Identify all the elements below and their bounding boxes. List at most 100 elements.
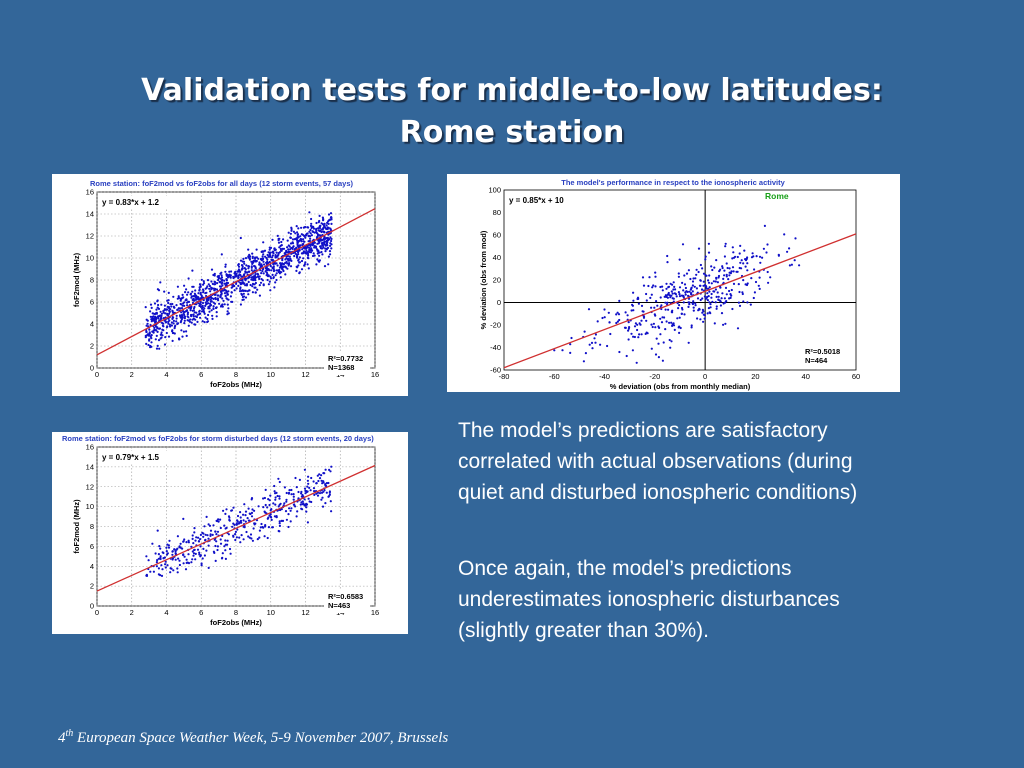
plot-area [503, 189, 857, 371]
data-point [298, 478, 301, 481]
data-point [728, 289, 731, 293]
data-point [275, 515, 278, 519]
data-point [305, 510, 308, 513]
data-point [682, 289, 685, 292]
data-point [274, 498, 277, 501]
data-point [309, 232, 312, 235]
data-point [329, 236, 332, 239]
data-point [659, 317, 662, 320]
data-point [329, 253, 332, 256]
x-tick-label: 12 [301, 370, 309, 379]
data-point [192, 309, 195, 312]
data-point [666, 293, 669, 296]
data-point [163, 343, 167, 346]
data-point [157, 553, 160, 556]
data-point [210, 268, 214, 271]
data-point [280, 244, 283, 247]
data-point [615, 313, 618, 316]
data-point [650, 306, 653, 309]
data-point [297, 253, 300, 256]
data-point [715, 307, 718, 310]
x-tick-label: 20 [751, 372, 759, 381]
data-point [636, 296, 640, 299]
data-point [215, 311, 218, 314]
data-point [193, 531, 196, 534]
data-point [626, 314, 629, 317]
data-point [290, 488, 293, 492]
data-point [632, 309, 635, 312]
data-point [175, 314, 178, 317]
data-point [272, 269, 275, 273]
data-point [153, 302, 157, 305]
data-point [160, 564, 163, 567]
data-point [240, 268, 243, 271]
data-point [247, 270, 251, 273]
data-point [653, 306, 656, 309]
data-point [237, 284, 240, 287]
data-point [292, 495, 295, 498]
data-point [202, 282, 206, 285]
data-point [251, 252, 254, 255]
data-point [172, 569, 175, 572]
data-point [235, 287, 238, 290]
y-axis-label: % deviation (obs from mod) [479, 230, 488, 329]
data-point [213, 293, 217, 296]
r-squared-label: R²=0.6583 [328, 592, 363, 601]
data-point [309, 237, 312, 240]
data-point [155, 561, 158, 564]
data-point [154, 552, 157, 555]
data-point [725, 293, 728, 296]
data-point [170, 567, 173, 570]
data-point [721, 265, 724, 268]
data-point [315, 228, 318, 232]
data-point [659, 285, 662, 289]
data-point [219, 296, 222, 299]
data-point [707, 279, 710, 282]
data-point [219, 538, 222, 541]
data-point [272, 276, 275, 279]
data-point [164, 560, 167, 563]
data-point [327, 481, 330, 485]
data-point [236, 520, 239, 523]
data-point [637, 336, 640, 339]
data-point [655, 300, 658, 303]
data-point [212, 550, 215, 553]
data-point [225, 274, 228, 277]
data-point [163, 304, 166, 307]
data-point [330, 510, 333, 513]
data-point [603, 308, 606, 311]
data-point [788, 264, 791, 267]
data-point [192, 315, 195, 318]
data-point [157, 339, 161, 342]
data-point [280, 265, 283, 268]
data-point [289, 265, 293, 268]
data-point [304, 492, 307, 495]
data-point [171, 553, 174, 556]
data-point [640, 333, 643, 336]
x-axis-label: foF2obs (MHz) [210, 618, 262, 627]
data-point [211, 533, 214, 536]
data-point [190, 321, 193, 324]
y-tick-label: 100 [488, 186, 501, 195]
data-point [305, 502, 308, 505]
data-point [316, 494, 320, 497]
data-point [710, 265, 713, 268]
data-point [313, 490, 316, 493]
data-point [232, 276, 235, 280]
data-point [757, 284, 760, 287]
data-point [738, 290, 741, 294]
data-point [724, 245, 727, 248]
data-point [232, 506, 235, 509]
data-point [187, 277, 190, 280]
data-point [248, 289, 251, 292]
data-point [275, 262, 278, 265]
data-point [303, 263, 306, 266]
data-point [221, 552, 224, 555]
data-point [321, 244, 325, 247]
data-point [254, 265, 257, 268]
data-point [328, 250, 332, 253]
data-point [261, 270, 264, 273]
data-point [175, 548, 178, 551]
data-point [732, 251, 735, 254]
data-point [275, 272, 278, 275]
